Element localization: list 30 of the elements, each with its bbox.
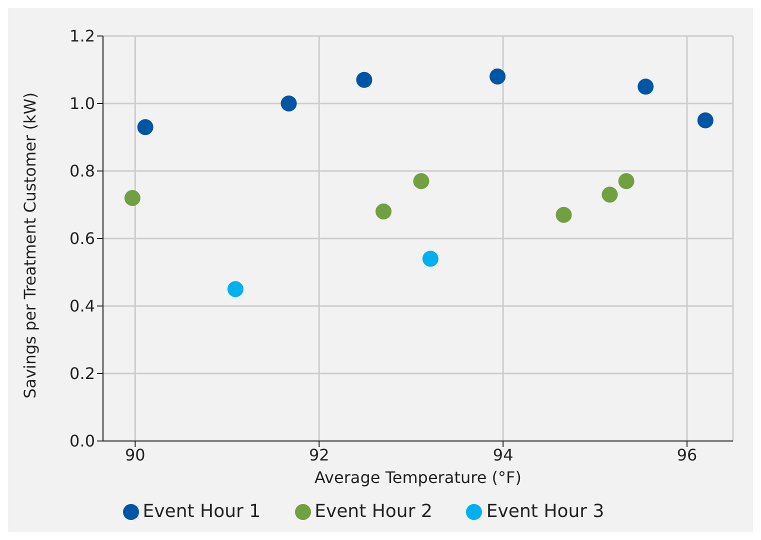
point xyxy=(602,186,618,203)
y-tick-label: 0.8 xyxy=(70,162,95,181)
x-tick-label: 90 xyxy=(125,445,146,464)
y-tick-label: 0.6 xyxy=(70,229,95,248)
x-axis-title: Average Temperature (°F) xyxy=(314,468,522,487)
x-tick-label: 92 xyxy=(308,445,330,464)
point xyxy=(638,78,654,95)
point xyxy=(137,119,154,136)
point xyxy=(556,206,572,223)
legend-label: Event Hour 3 xyxy=(486,501,604,522)
y-tick-label: 0.4 xyxy=(70,296,95,316)
x-tick-label: 96 xyxy=(676,445,698,464)
point xyxy=(422,250,438,267)
point xyxy=(618,173,634,190)
y-tick-label: 1.2 xyxy=(70,26,95,46)
point xyxy=(280,96,297,112)
point xyxy=(490,68,506,84)
y-tick-label: 0.2 xyxy=(70,364,95,384)
point xyxy=(376,204,392,220)
point xyxy=(697,112,714,128)
y-tick-label: 1.0 xyxy=(70,94,95,114)
point xyxy=(356,72,372,88)
y-tick-label: 0.0 xyxy=(70,432,95,451)
legend-label: Event Hour 1 xyxy=(142,501,261,522)
legend-label: Event Hour 2 xyxy=(314,501,432,522)
y-axis-title: Savings per Treatment Customer (kW) xyxy=(20,92,40,398)
point xyxy=(124,190,140,206)
point xyxy=(227,281,244,298)
point xyxy=(413,173,430,190)
x-tick-label: 94 xyxy=(492,445,514,464)
